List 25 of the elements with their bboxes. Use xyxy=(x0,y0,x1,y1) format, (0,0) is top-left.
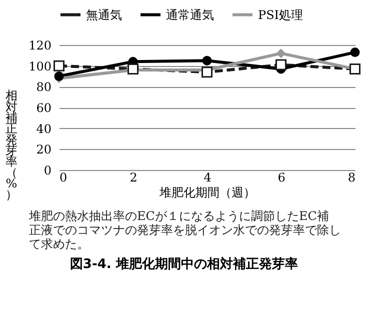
point xyxy=(276,59,286,70)
point xyxy=(276,48,286,58)
y-tick-label: 120 xyxy=(28,38,52,52)
x-tick-label: 6 xyxy=(278,170,286,184)
y-tick-label: 100 xyxy=(28,59,52,74)
text: 図3-4. 堆肥化期間中の相対補正発芽率 xyxy=(70,256,298,272)
x-axis-title: 堆肥化期間（週） xyxy=(158,186,256,200)
x-tick-label: 4 xyxy=(204,170,212,184)
y-tick-label: 20 xyxy=(36,142,52,157)
x-tick-label: 2 xyxy=(130,170,138,184)
y-tick-label: 60 xyxy=(36,101,52,115)
point xyxy=(350,48,360,58)
text: 相対補正発芽率（%） xyxy=(6,88,18,202)
legend-label: 通常通気 xyxy=(166,8,214,22)
x-tick-label: 8 xyxy=(348,170,356,184)
y-tick-label: 80 xyxy=(36,80,52,94)
point xyxy=(54,72,64,81)
y-tick-label: 40 xyxy=(36,122,52,136)
point xyxy=(202,56,212,66)
text: 堆肥の熱水抽出率のECが１になるように調節したEC補正液でのコマツナの発芽率を脱イオン水での発芽率で除して求めた。 xyxy=(28,209,341,251)
legend-label: PSI処理 xyxy=(258,8,304,22)
x-tick-label: 0 xyxy=(60,170,68,184)
legend-label: 無通気 xyxy=(86,8,122,22)
point xyxy=(54,60,64,72)
point xyxy=(202,66,212,78)
